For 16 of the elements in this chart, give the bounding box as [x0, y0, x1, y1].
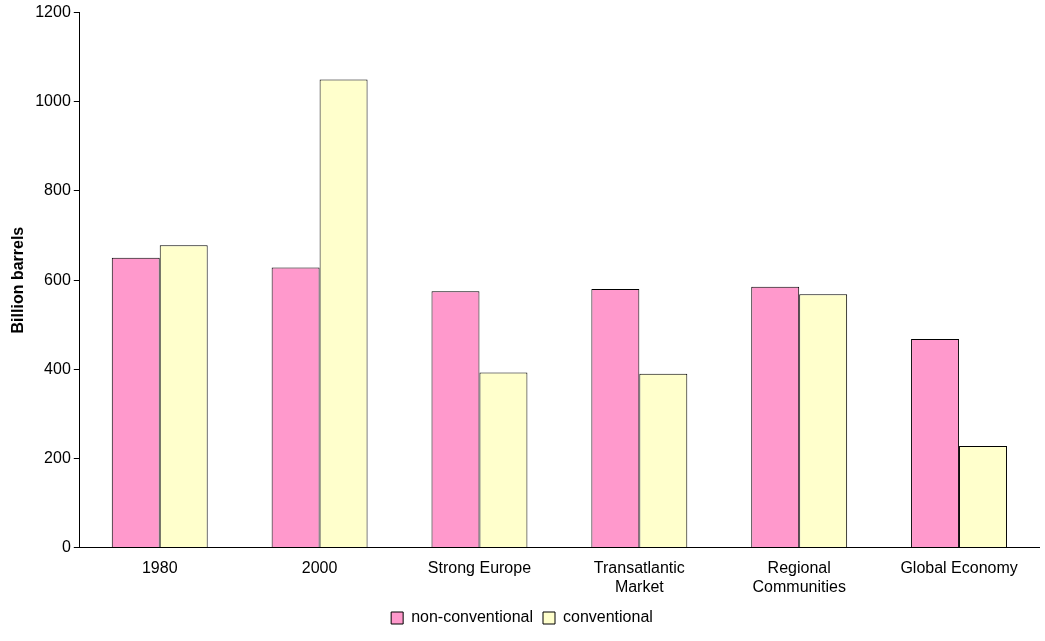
- y-tick-label: 1000: [35, 92, 71, 110]
- legend-label: non-conventional: [411, 608, 534, 626]
- y-tick-label: 200: [44, 448, 71, 466]
- x-tick-label: Regional Communities: [752, 558, 846, 595]
- x-tick-label: 1980: [141, 558, 178, 576]
- x-tick-label: 2000: [301, 558, 338, 576]
- y-tick-label: 600: [44, 270, 71, 288]
- y-axis-title: Billion barrels: [9, 226, 27, 334]
- legend-label: conventional: [563, 608, 653, 626]
- x-tick-label: Strong Europe: [427, 558, 532, 576]
- y-tick-label: 400: [44, 359, 71, 377]
- x-tick-label: Global Economy: [900, 558, 1018, 576]
- y-tick-label: 1200: [35, 3, 71, 21]
- y-tick-label: 800: [44, 181, 71, 199]
- y-tick-label: 0: [61, 538, 71, 556]
- x-tick-label: Transatlantic Market: [593, 558, 685, 595]
